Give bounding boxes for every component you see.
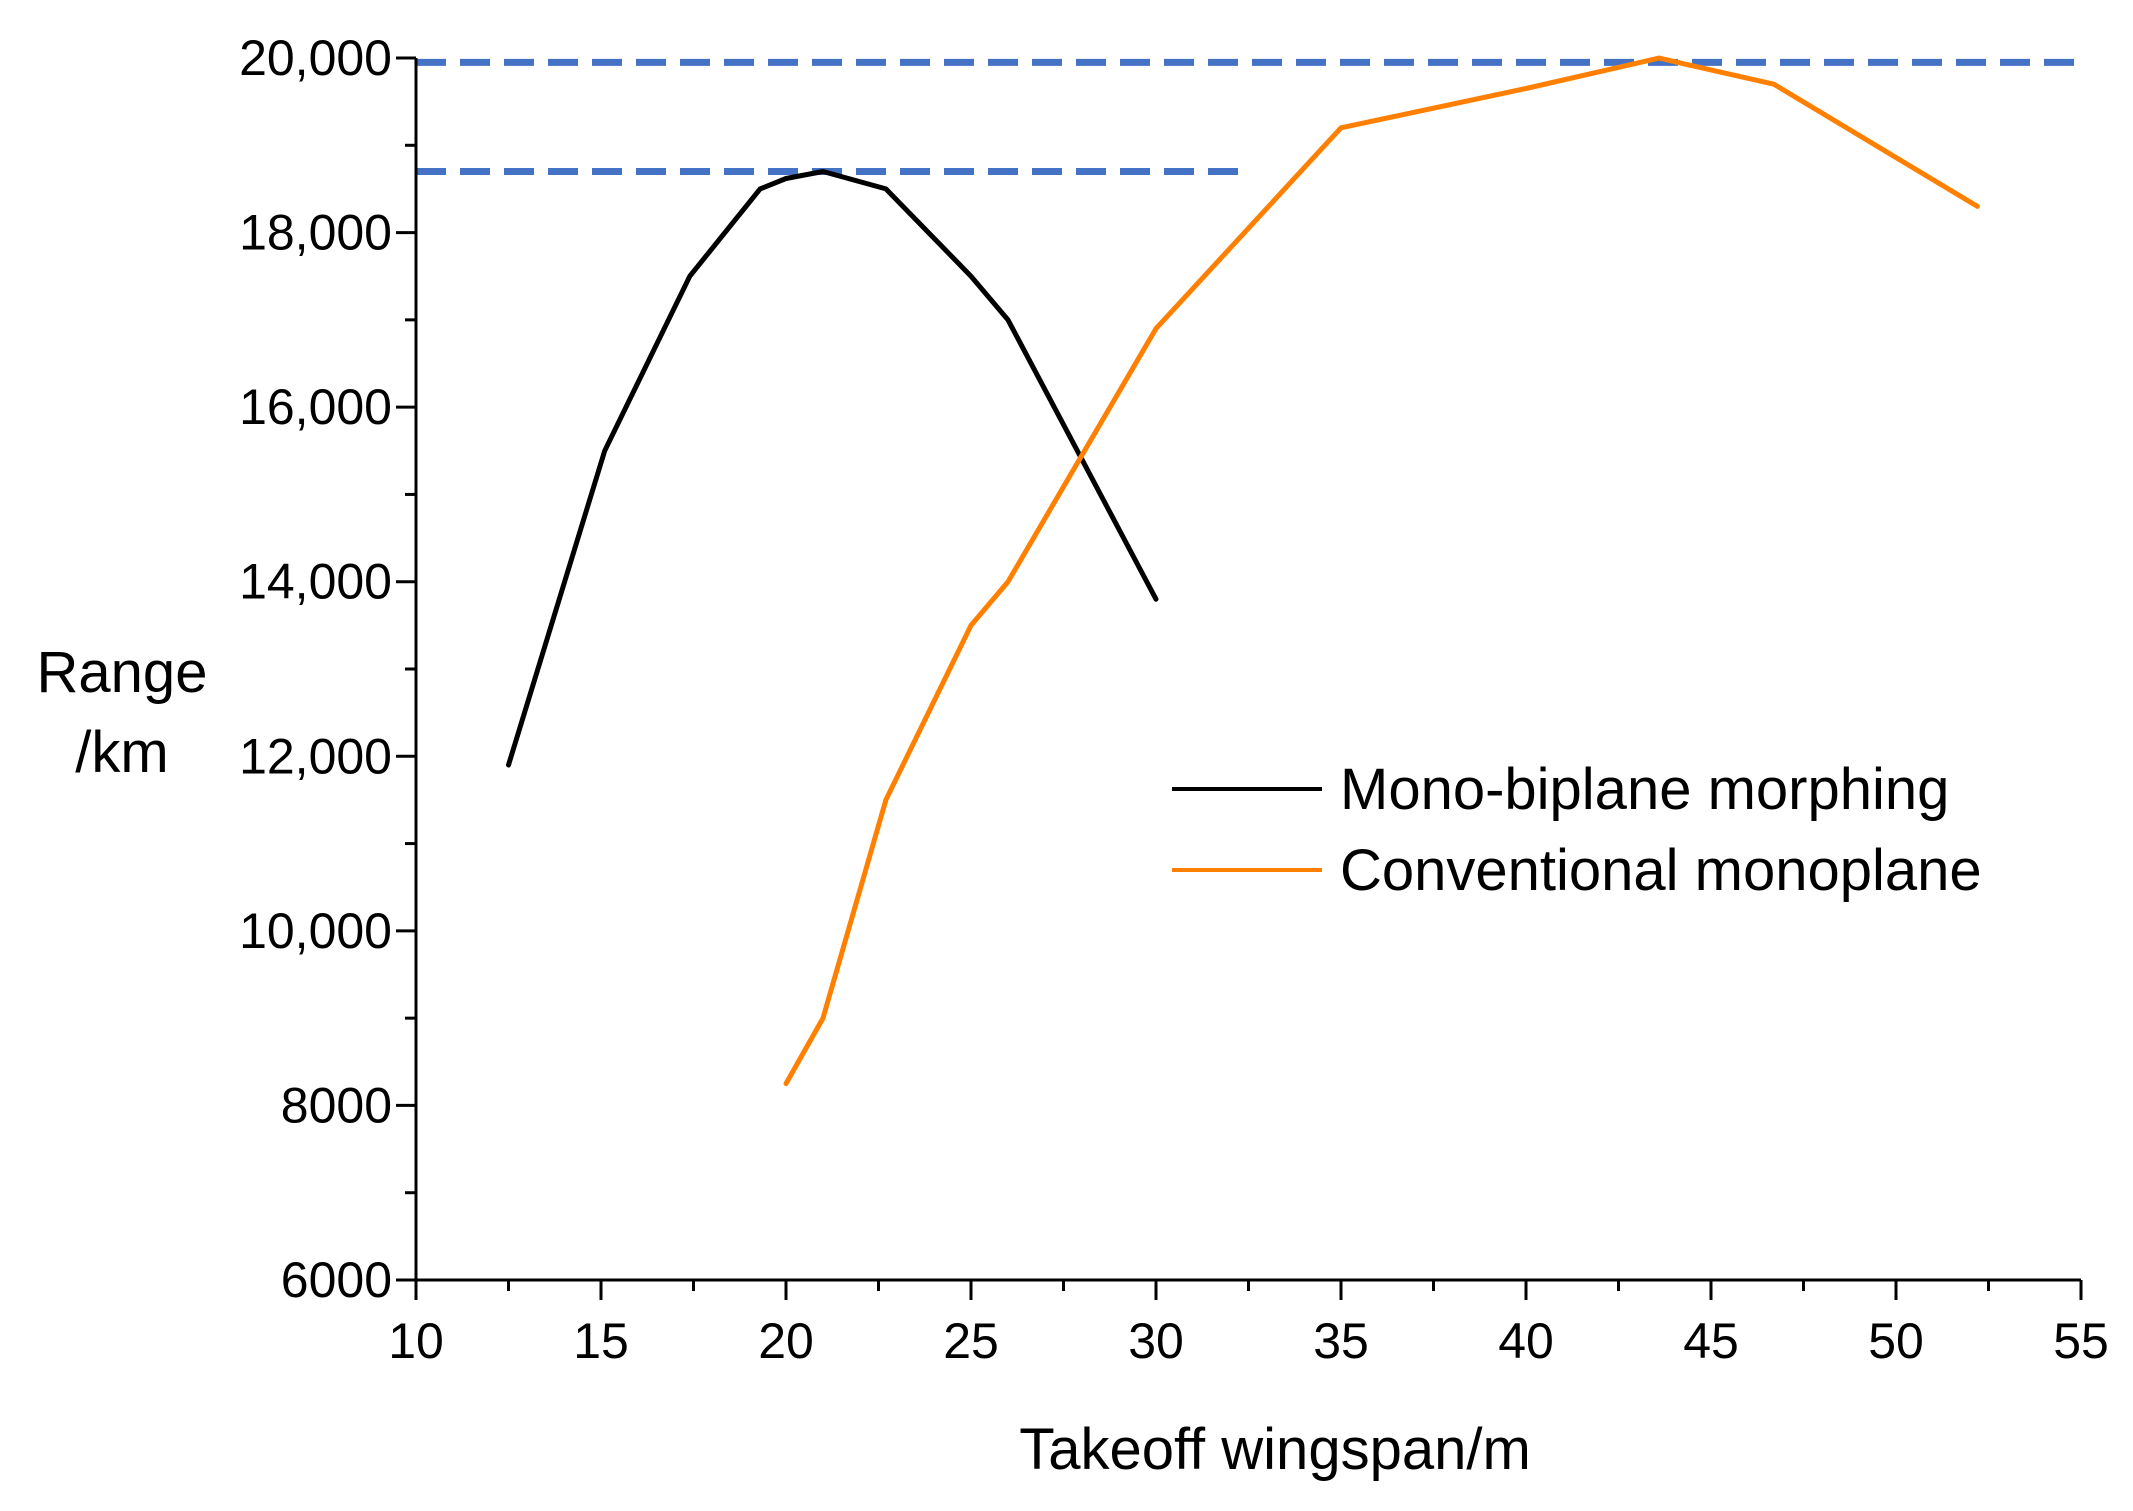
y-tick-label: 6000 bbox=[281, 1252, 392, 1308]
x-tick-label: 20 bbox=[758, 1313, 814, 1369]
x-tick-label: 30 bbox=[1128, 1313, 1184, 1369]
y-tick-label: 16,000 bbox=[239, 379, 392, 435]
x-tick-label: 40 bbox=[1498, 1313, 1554, 1369]
series-line-mono-biplane-morphing bbox=[506, 169, 1159, 768]
x-axis-ticks: 10 15 20 25 30 35 40 45 50 55 bbox=[388, 1280, 2109, 1369]
x-axis-title: Takeoff wingspan/m bbox=[1019, 1417, 1531, 1482]
y-axis-ticks: 6000 8000 10,000 12,000 14,000 16,000 18,000 20… bbox=[239, 30, 416, 1308]
x-tick-label: 35 bbox=[1313, 1313, 1369, 1369]
legend-label-conventional: Conventional monoplane bbox=[1340, 838, 1982, 903]
legend-label-mono-biplane: Mono-biplane morphing bbox=[1340, 757, 1949, 822]
y-tick-label: 18,000 bbox=[239, 205, 392, 261]
x-tick-label: 10 bbox=[388, 1313, 444, 1369]
y-tick-label: 20,000 bbox=[239, 30, 392, 86]
axes: 6000 8000 10,000 12,000 14,000 16,000 18,000 20… bbox=[239, 30, 2109, 1369]
series-lines bbox=[506, 55, 1980, 1087]
x-tick-label: 45 bbox=[1683, 1313, 1739, 1369]
y-tick-label: 8000 bbox=[281, 1077, 392, 1133]
y-axis-title-line1: Range bbox=[37, 640, 208, 705]
series-line-conventional-monoplane bbox=[783, 55, 1980, 1087]
x-tick-label: 15 bbox=[573, 1313, 629, 1369]
y-tick-label: 14,000 bbox=[239, 554, 392, 610]
legend: Mono-biplane morphing Conventional monop… bbox=[1172, 757, 1982, 903]
x-tick-label: 55 bbox=[2053, 1313, 2109, 1369]
y-axis-title-line2: /km bbox=[75, 720, 168, 785]
x-tick-label: 25 bbox=[943, 1313, 999, 1369]
y-tick-label: 10,000 bbox=[239, 903, 392, 959]
x-tick-label: 50 bbox=[1868, 1313, 1924, 1369]
y-tick-label: 12,000 bbox=[239, 728, 392, 784]
